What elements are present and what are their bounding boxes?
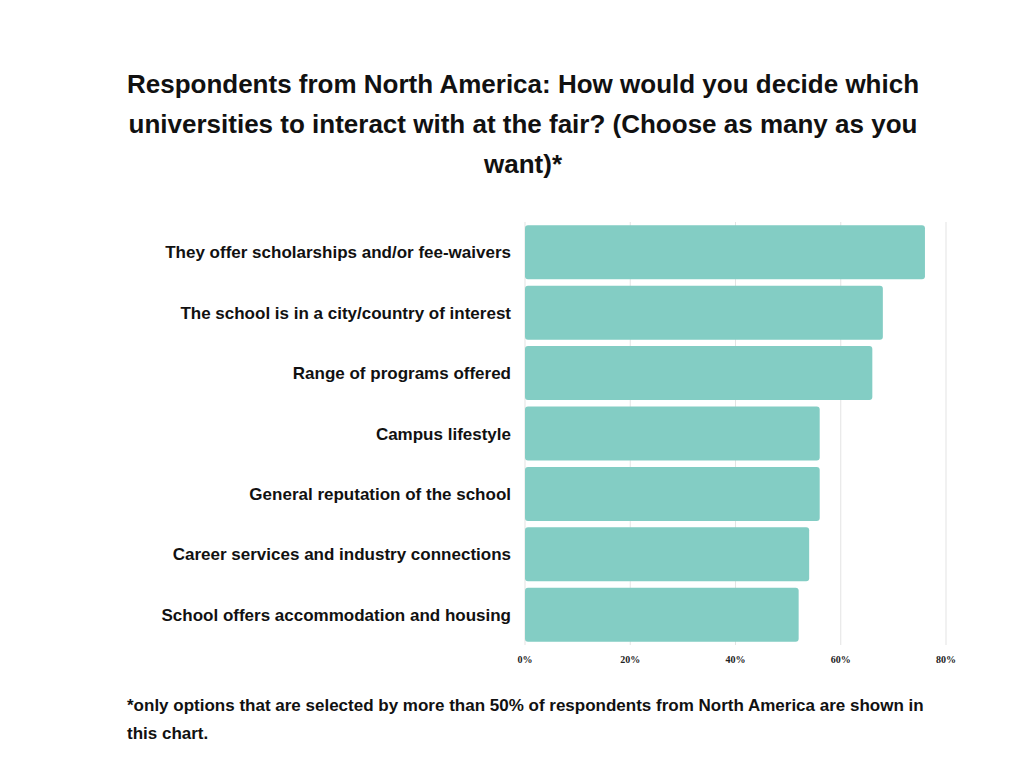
category-label: Range of programs offered <box>293 364 511 383</box>
bar <box>525 346 872 400</box>
category-label: Campus lifestyle <box>376 425 511 444</box>
tick-label: 60% <box>831 654 851 665</box>
category-label: They offer scholarships and/or fee-waive… <box>165 243 511 262</box>
background <box>0 0 1024 768</box>
category-label: School offers accommodation and housing <box>162 606 511 625</box>
tick-label: 80% <box>936 654 956 665</box>
bar <box>525 588 799 642</box>
bar <box>525 467 820 521</box>
category-label: Career services and industry connections <box>173 545 511 564</box>
title: Respondents from North America: How woul… <box>127 69 919 179</box>
bar <box>525 407 820 461</box>
bars <box>525 225 925 642</box>
grid-line <box>840 222 841 645</box>
category-label: The school is in a city/country of inter… <box>180 304 511 323</box>
tick-label: 40% <box>726 654 746 665</box>
bar <box>525 527 809 581</box>
grid-line <box>946 222 947 645</box>
category-label: General reputation of the school <box>249 485 511 504</box>
tick-label: 0% <box>518 654 533 665</box>
bar <box>525 225 925 279</box>
grid <box>525 222 946 645</box>
bar <box>525 286 883 340</box>
footnote: *only options that are selected by more … <box>127 696 924 743</box>
chart: Respondents from North America: How woul… <box>0 0 1024 768</box>
tick-label: 20% <box>620 654 640 665</box>
